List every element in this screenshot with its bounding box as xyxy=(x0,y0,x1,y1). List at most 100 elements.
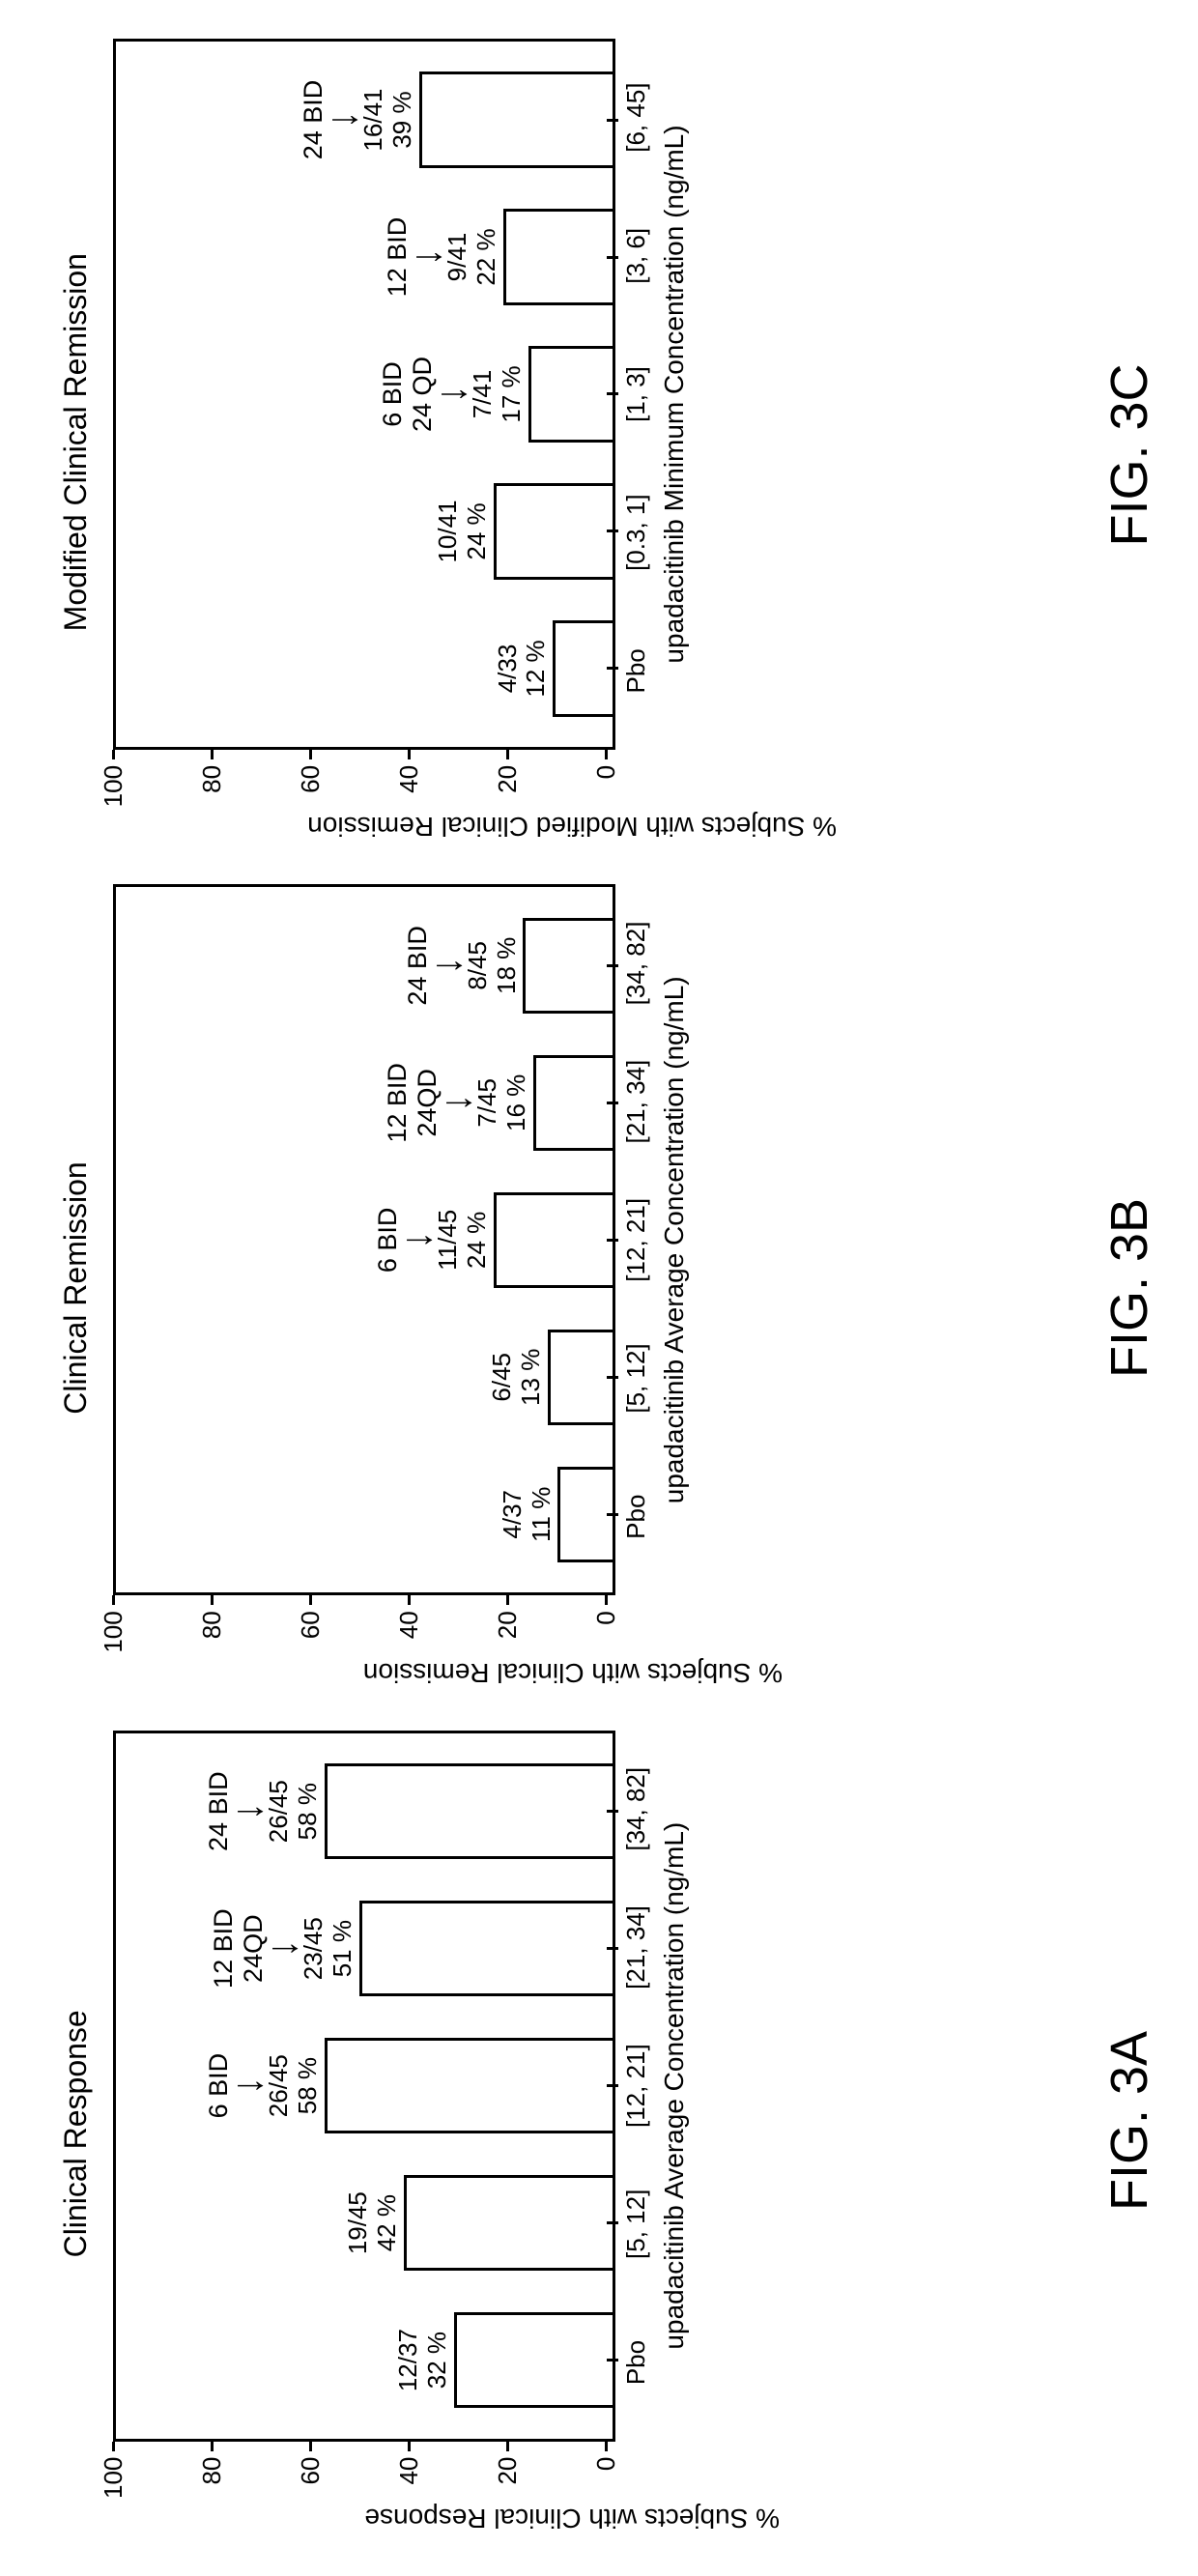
bar-percent-label: 39 % xyxy=(388,91,417,148)
bar-fraction-label: 19/45 xyxy=(344,2191,373,2254)
plot-right-column: 32 %12/3742 %19/4558 %26/45↓6 BID51 %23/… xyxy=(103,1731,1041,2442)
plot-box: 12 %4/33 24 %10/41 17 %7/41↓24 QD6 BID 22 %… xyxy=(113,39,615,750)
x-tick-label: Pbo xyxy=(621,1447,651,1586)
x-tick-marks xyxy=(604,887,615,1592)
down-arrow-icon: ↓ xyxy=(414,249,443,266)
y-tick-label: 60 xyxy=(296,2457,326,2485)
bar-annotation: 22 %9/41↓12 BID xyxy=(383,217,503,298)
bar-fraction-label: 4/37 xyxy=(499,1490,528,1539)
bar-slot: 24 %11/45↓6 BID xyxy=(116,1171,613,1308)
x-axis-label: upadacitinib Minimum Concentration (ng/m… xyxy=(659,39,690,750)
plot-right-column: 12 %4/33 24 %10/41 17 %7/41↓24 QD6 BID 22 %… xyxy=(103,39,1041,750)
chart-panel-fig3a: Clinical Response % Subjects with Clinica… xyxy=(58,1731,1041,2537)
x-tick-label: [6, 45] xyxy=(621,48,651,186)
y-tick-label: 20 xyxy=(493,765,523,793)
bar-annotation: 51 %23/45↓24QD12 BID xyxy=(209,1908,359,1989)
bar-annotation: 58 %26/45↓6 BID xyxy=(204,2053,325,2119)
figure-container: Clinical Response % Subjects with Clinica… xyxy=(0,0,1198,2576)
y-tick-label: 40 xyxy=(394,765,424,793)
chart-title: Modified Clinical Remission xyxy=(58,253,94,631)
chart-title: Clinical Response xyxy=(58,2010,94,2257)
bar-fraction-label: 4/33 xyxy=(494,644,523,694)
bar-percent-label: 58 % xyxy=(294,1783,323,1840)
bar xyxy=(359,1901,613,1996)
x-tick-label: Pbo xyxy=(621,2293,651,2431)
plot-right-column: 11 %4/3713 %6/4524 %11/45↓6 BID16 %7/45↓… xyxy=(103,884,1041,1595)
y-axis-label: % Subjects with Clinical Response xyxy=(103,2499,1041,2537)
y-tick-label: 80 xyxy=(197,2457,227,2485)
y-tick-label: 0 xyxy=(591,1611,621,1624)
bar-fraction-label: 10/41 xyxy=(434,500,463,562)
bars-layer: 11 %4/3713 %6/4524 %11/45↓6 BID16 %7/45↓… xyxy=(116,887,613,1592)
chart-panel-fig3c: Modified Clinical Remission% Subjects wi… xyxy=(58,39,1041,845)
y-tick-label: 40 xyxy=(394,1611,424,1639)
bar-slot: 17 %7/41↓24 QD6 BID xyxy=(116,326,613,463)
plot-wrapper: % Subjects with Clinical Remission100806… xyxy=(103,884,1041,1691)
down-arrow-icon: ↓ xyxy=(438,386,468,403)
chart-panel-fig3b: Clinical Remission% Subjects with Clinic… xyxy=(58,884,1041,1691)
y-tick-label: 100 xyxy=(99,765,128,807)
bar-percent-label: 51 % xyxy=(328,1920,357,1977)
down-arrow-icon: ↓ xyxy=(270,1940,300,1957)
y-tick-label: 60 xyxy=(296,1611,326,1639)
plot-box: 11 %4/3713 %6/4524 %11/45↓6 BID16 %7/45↓… xyxy=(113,884,615,1595)
bar xyxy=(454,2312,613,2408)
bar xyxy=(503,209,613,304)
bar-slot: 58 %26/45↓6 BID xyxy=(116,2018,613,2155)
bar-slot: 58 %26/45↓24 BID xyxy=(116,1743,613,1880)
bar xyxy=(548,1330,613,1425)
down-arrow-icon: ↓ xyxy=(328,112,358,129)
bar-annotation: 32 %12/37 xyxy=(394,2329,454,2391)
bar-slot: 16 %7/45↓24QD12 BID xyxy=(116,1034,613,1171)
y-tick-label: 80 xyxy=(197,1611,227,1639)
bars-layer: 12 %4/33 24 %10/41 17 %7/41↓24 QD6 BID 22 %… xyxy=(116,42,613,747)
charts-row: Clinical Response % Subjects with Clinica… xyxy=(58,39,1041,2537)
bar-slot: 18 %8/45↓24 BID xyxy=(116,897,613,1034)
x-tick-label: [3, 6] xyxy=(621,186,651,325)
x-tick-label: [34, 82] xyxy=(621,894,651,1032)
x-tick-label: [5, 12] xyxy=(621,1309,651,1447)
bar-annotation: 18 %8/45↓24 BID xyxy=(403,926,524,1006)
y-tick-label: 0 xyxy=(591,2457,621,2471)
y-tick-label: 40 xyxy=(394,2457,424,2485)
bar-annotation: 12 %4/33 xyxy=(494,640,554,697)
down-arrow-icon: ↓ xyxy=(403,1232,433,1248)
x-tick-label: [12, 21] xyxy=(621,1171,651,1309)
bar-dose-label: 12 BID xyxy=(383,1063,413,1143)
plot-box: 32 %12/3742 %19/4558 %26/45↓6 BID51 %23/… xyxy=(113,1731,615,2442)
bar xyxy=(404,2175,613,2271)
bar-dose-label: 6 BID xyxy=(378,361,408,427)
x-tick-label: Pbo xyxy=(621,602,651,740)
y-axis-label: % Subjects with Clinical Remission xyxy=(103,1653,1041,1692)
bar-percent-label: 16 % xyxy=(502,1074,531,1131)
bar-fraction-label: 12/37 xyxy=(394,2329,423,2391)
bar-annotation: 39 %16/41↓24 BID xyxy=(299,80,419,160)
bar xyxy=(523,918,613,1014)
bar xyxy=(533,1055,613,1151)
bar-dose-label: 12 BID xyxy=(209,1908,239,1989)
y-tick-label: 20 xyxy=(493,1611,523,1639)
figure-label: FIG. 3A xyxy=(1099,1704,1159,2537)
bar-fraction-label: 6/45 xyxy=(488,1353,517,1402)
down-arrow-icon: ↓ xyxy=(235,2077,265,2094)
x-tick-label: [21, 34] xyxy=(621,1878,651,2017)
fig-labels-row: FIG. 3AFIG. 3BFIG. 3C xyxy=(1099,39,1159,2537)
y-axis-ticks: 100806040200 xyxy=(103,1595,606,1652)
bar-percent-label: 22 % xyxy=(472,228,501,285)
bar-annotation: 17 %7/41↓24 QD6 BID xyxy=(378,357,528,432)
bar xyxy=(419,72,613,167)
x-axis-ticks: Pbo[5, 12][12, 21][21, 34][34, 82] xyxy=(615,884,651,1595)
bars-layer: 32 %12/3742 %19/4558 %26/45↓6 BID51 %23/… xyxy=(116,1733,613,2439)
down-arrow-icon: ↓ xyxy=(433,958,463,974)
y-tick-label: 60 xyxy=(296,765,326,793)
bar xyxy=(325,2038,613,2133)
x-axis-ticks: Pbo[0.3, 1][1, 3][3, 6][6, 45] xyxy=(615,39,651,750)
figure-label: FIG. 3C xyxy=(1099,39,1159,872)
bar-slot: 11 %4/37 xyxy=(116,1445,613,1583)
bar-slot: 12 %4/33 xyxy=(116,600,613,737)
x-tick-marks xyxy=(604,1733,615,2439)
y-tick-label: 0 xyxy=(591,765,621,779)
bar xyxy=(494,1192,613,1288)
bar-percent-label: 17 % xyxy=(498,365,527,422)
bar-annotation: 24 %10/41 xyxy=(434,500,494,562)
